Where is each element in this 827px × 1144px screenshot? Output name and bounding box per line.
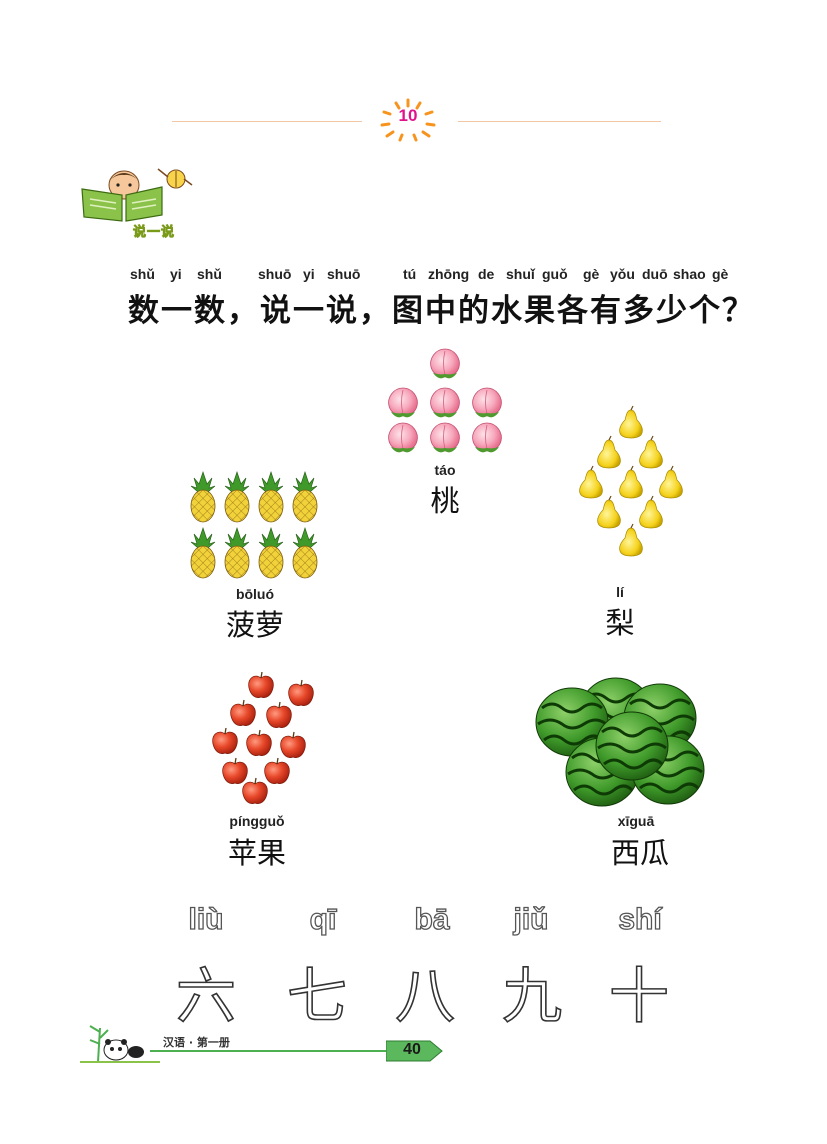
question-pinyin-syllable: shao xyxy=(673,266,706,282)
boy-reading-icon xyxy=(81,168,193,222)
question-pinyin-syllable: yǒu xyxy=(610,266,635,282)
number-pinyin: shí xyxy=(618,902,663,936)
question-pinyin-syllable: shuō xyxy=(327,266,361,282)
number-hanzi: 七 xyxy=(286,961,348,1033)
number-pinyin: jiǔ xyxy=(513,902,549,936)
watermelon-pinyin: xīguā xyxy=(617,813,655,829)
question-pinyin-syllable: shuǐ xyxy=(506,266,535,282)
lesson-number: 10 xyxy=(398,106,418,125)
number-hanzi: 八 xyxy=(394,961,456,1033)
number-hanzi: 六 xyxy=(175,961,237,1033)
apple-illustration xyxy=(212,672,314,805)
question-pinyin-syllable: tú xyxy=(403,266,417,282)
question-pinyin-syllable: zhōng xyxy=(428,266,470,282)
question-pinyin-syllable: yi xyxy=(170,266,182,282)
lesson-number-badge: 10 xyxy=(378,98,438,142)
question-pinyin-syllable: gè xyxy=(583,266,600,282)
header-rule-left xyxy=(172,121,362,122)
panda-bamboo-icon xyxy=(80,1025,160,1063)
number-pinyin: bā xyxy=(414,902,450,936)
apple-hanzi: 苹果 xyxy=(227,836,286,870)
book-title: 汉语 · 第一册 xyxy=(163,1036,230,1049)
watermelon-illustration xyxy=(534,676,706,808)
question-pinyin-syllable: shǔ xyxy=(130,266,155,282)
question-pinyin-syllable: duō xyxy=(642,266,668,282)
pear-hanzi: 梨 xyxy=(605,606,635,640)
question-pinyin-syllable: shuō xyxy=(258,266,292,282)
pear-pinyin: lí xyxy=(616,584,624,600)
apple-pinyin: píngguǒ xyxy=(229,813,285,829)
question-pinyin-syllable: gè xyxy=(712,266,729,282)
page-arrow-icon xyxy=(386,1040,443,1062)
pear-illustration xyxy=(578,405,684,557)
section-label: 说一说 xyxy=(133,225,176,241)
number-pinyin: liù xyxy=(188,902,224,936)
question-text: 数一数，说一说，图中的水果各有多少个？ xyxy=(128,293,755,329)
number-hanzi: 十 xyxy=(608,961,670,1033)
peach-hanzi: 桃 xyxy=(430,484,460,518)
watermelon-hanzi: 西瓜 xyxy=(610,836,669,870)
pineapple-hanzi: 菠萝 xyxy=(225,608,284,642)
pineapple-illustration xyxy=(190,471,318,579)
question-pinyin-syllable: guǒ xyxy=(542,266,568,282)
question-pinyin-syllable: yi xyxy=(303,266,315,282)
peach-pinyin: táo xyxy=(434,462,456,478)
question-pinyin-syllable: de xyxy=(478,266,495,282)
footer-rule xyxy=(150,1050,390,1052)
peach-illustration xyxy=(388,348,502,453)
page-number: 40 xyxy=(403,1041,421,1058)
page-number-badge: 40 xyxy=(386,1039,444,1063)
header-rule-right xyxy=(458,121,661,122)
question-pinyin-syllable: shǔ xyxy=(197,266,222,282)
pineapple-pinyin: bōluó xyxy=(235,586,275,602)
sun-icon xyxy=(380,98,436,142)
number-hanzi: 九 xyxy=(501,961,563,1033)
number-pinyin: qī xyxy=(309,902,337,936)
